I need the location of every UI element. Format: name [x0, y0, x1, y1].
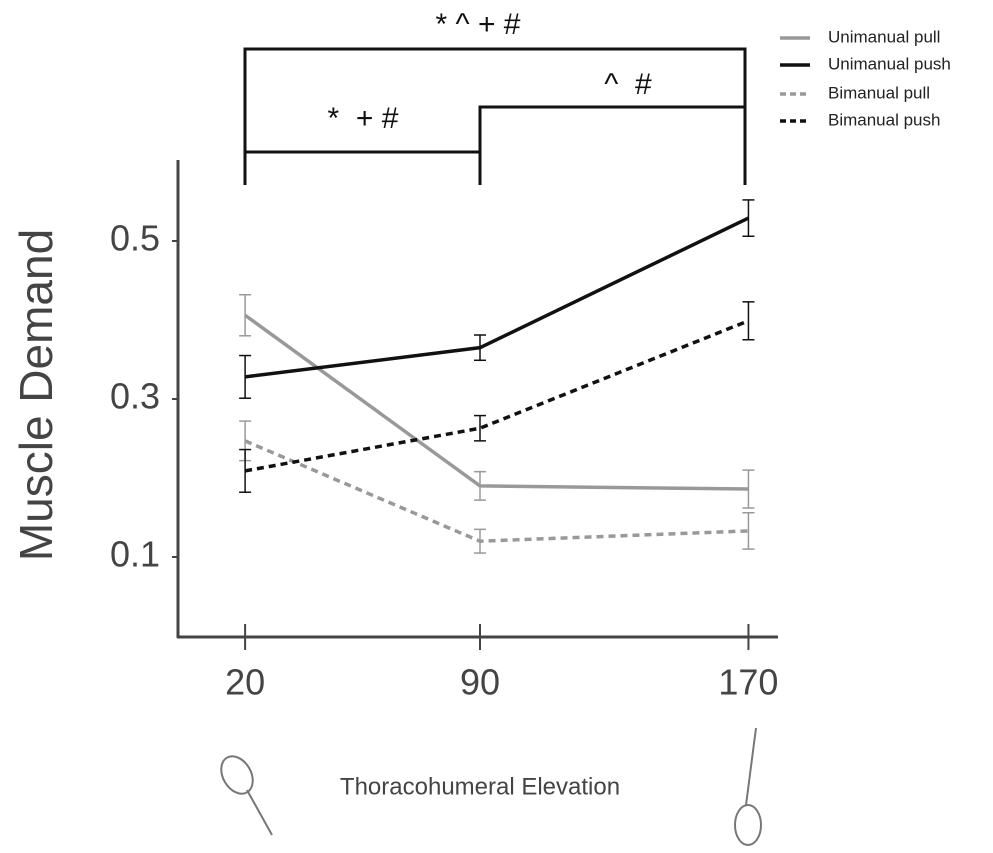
y-tick-label: 0.1: [110, 534, 160, 575]
x-tick-label: 170: [718, 662, 778, 703]
y-tick-label: 0.3: [110, 376, 160, 417]
error-bar: [239, 448, 252, 493]
significance-brackets: [243, 47, 747, 185]
error-bar: [474, 334, 486, 362]
annotation: * + #: [328, 102, 399, 135]
legend-label: Bimanual pull: [828, 83, 930, 102]
error-bar: [742, 469, 755, 509]
error-bar: [742, 199, 755, 238]
error-bar: [474, 470, 486, 501]
series-line: [244, 216, 750, 379]
legend-label: Bimanual push: [828, 110, 940, 129]
x-tick-label: 90: [460, 662, 500, 703]
error-bar: [474, 528, 486, 554]
legend-label: Unimanual pull: [828, 27, 940, 46]
error-bar: [742, 512, 755, 550]
error-bar: [239, 354, 252, 399]
legend-label: Unimanual push: [828, 54, 951, 73]
bracket: [478, 105, 745, 185]
bracket: [243, 150, 482, 185]
annotation: * ^ + #: [436, 8, 521, 41]
series-line: [244, 319, 750, 473]
bracket: [243, 47, 747, 185]
arm-illustration: [220, 727, 762, 846]
x-tick-label: 20: [225, 662, 265, 703]
error-bar: [742, 301, 755, 341]
error-bar: [239, 293, 252, 337]
error-bar: [474, 414, 486, 442]
y-tick-label: 0.5: [110, 218, 160, 259]
annotation: ^ #: [604, 68, 652, 101]
y-axis-label: Muscle Demand: [10, 229, 62, 561]
x-axis-label: Thoracohumeral Elevation: [340, 773, 620, 800]
